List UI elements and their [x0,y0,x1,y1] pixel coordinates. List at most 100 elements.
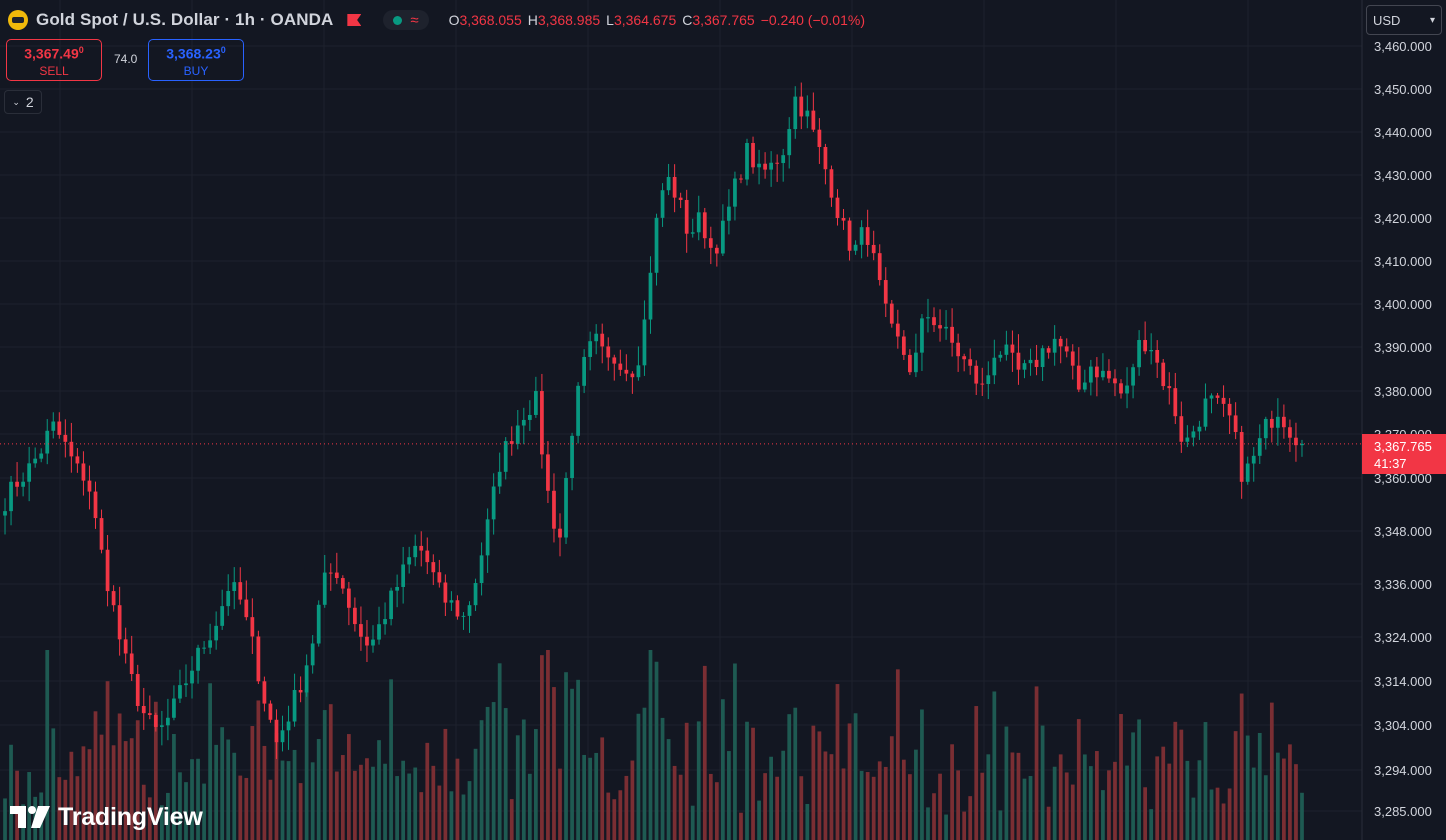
volume-bar [238,775,243,840]
candle-body [413,545,418,558]
buy-button[interactable]: 3,368.230 BUY [148,39,244,81]
volume-bar [220,727,225,840]
volume-bar [256,700,261,840]
candle-body [600,333,605,347]
candle-body [1046,348,1051,353]
volume-bar [968,796,973,840]
volume-bar [328,704,333,840]
candle-body [932,317,936,326]
volume-bar [835,684,840,840]
candle-body [944,326,948,329]
last-price-label: 3,367.765 [1374,439,1432,454]
chart-grid [0,0,1362,840]
ohlc-key: H [527,12,538,28]
market-status-pill[interactable]: ≈ [383,10,429,30]
candle-body [895,323,900,337]
candle-body [672,176,677,198]
candle-body [51,421,56,431]
candle-body [485,519,490,556]
volume-bar [1058,754,1063,840]
candle-body [111,591,116,606]
volume-bar [527,773,532,840]
volume-bar [908,774,912,840]
candle-body [208,640,212,648]
volume-bar [636,713,641,840]
candle-body [491,486,496,520]
candle-body [1125,385,1129,394]
volume-bar [540,655,544,840]
volume-bar [111,745,116,840]
candle-body [1010,344,1015,353]
volume-bar [413,767,418,840]
candle-body [184,683,188,686]
indicators-toggle-button[interactable]: ⌄ 2 [4,90,42,114]
candle-body [322,572,327,605]
candle-body [292,690,297,722]
volume-bar [15,770,19,840]
volume-bar [1040,725,1045,840]
candle-body [666,176,671,191]
candle-body [527,414,532,420]
symbol-title[interactable]: Gold Spot / U.S. Dollar · 1h · OANDA [36,10,334,29]
candle-body [1221,397,1226,404]
flag-icon[interactable] [347,14,362,26]
candle-body [196,647,200,671]
ohlc-item: C3,367.765 [682,12,754,28]
volume-bar [648,650,653,840]
volume-bar [1101,790,1105,840]
candle-body [1167,386,1172,389]
price-tick-label: 3,410.000 [1374,254,1432,269]
volume-bar [654,661,659,840]
volume-bar [1064,772,1069,840]
volume-bar [546,650,550,840]
currency-select[interactable]: USD ▾ [1366,5,1442,35]
candle-body [793,96,798,130]
candle-body [503,441,508,472]
tradingview-logo[interactable]: TradingView [10,800,203,834]
volume-bar [334,771,339,840]
candle-body [274,719,279,743]
volume-bar [1028,776,1033,840]
candle-body [286,721,291,731]
candle-body [443,582,448,603]
volume-bar [672,765,677,840]
candle-body [1119,383,1123,394]
sell-button[interactable]: 3,367.490 SELL [6,39,102,81]
volume-bar [582,754,586,840]
candle-body [1070,351,1075,366]
volume-bar [401,760,406,840]
volume-bar [612,799,617,840]
ohlc-value: −0.240 (−0.01%) [760,12,865,28]
buy-price: 3,368.23 [166,45,221,62]
ohlc-item: L3,364.675 [606,12,676,28]
candle-body [956,342,961,357]
candle-body [829,169,834,198]
volume-bar [914,749,918,840]
volume-bar [564,672,568,840]
candle-body [238,582,243,600]
candle-body [1137,340,1141,368]
candle-body [1233,415,1238,433]
candle-body [1034,359,1039,368]
candle-body [908,354,912,373]
volume-bar [624,775,629,840]
candle-body [684,199,689,234]
volume-bar [570,688,574,840]
volume-bar [660,717,665,840]
candle-body [365,636,369,646]
candle-body [920,318,924,353]
candle-body [1052,338,1057,353]
candle-body [533,391,538,415]
candle-body [817,129,822,147]
candle-body [1076,365,1081,390]
volume-bar [262,745,267,840]
volume-bar [932,793,936,840]
volume-bar [1022,778,1027,840]
candle-body [159,725,164,727]
candle-body [690,232,695,234]
ohlc-values: O3,368.055 H3,368.985 L3,364.675 C3,367.765… [449,12,865,28]
candle-body [425,550,430,563]
volume-bar [449,791,454,840]
ohlc-item: O3,368.055 [449,12,522,28]
